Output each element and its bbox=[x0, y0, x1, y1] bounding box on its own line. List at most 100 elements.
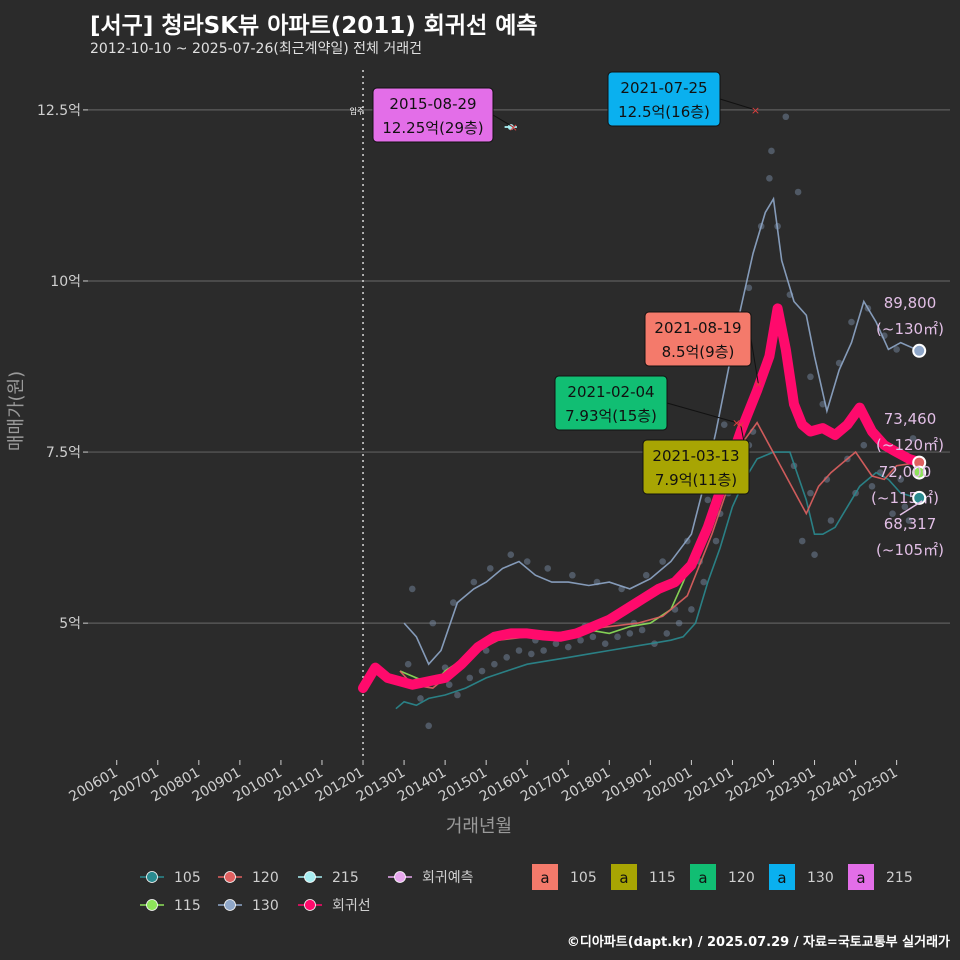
scatter-point bbox=[909, 435, 917, 442]
annotation-box bbox=[642, 439, 750, 495]
scatter-point bbox=[768, 147, 775, 155]
legend-line-label: 115 bbox=[174, 898, 201, 914]
annotation-leader bbox=[492, 114, 514, 128]
legend-box-key bbox=[848, 864, 874, 890]
legend-box-key bbox=[611, 864, 637, 890]
prediction-point bbox=[912, 343, 927, 358]
legend-box-glyph: a bbox=[777, 869, 786, 887]
prediction-leader bbox=[899, 500, 923, 516]
annotation-value: 8.5억(9층) bbox=[662, 343, 735, 361]
annotation-box bbox=[607, 71, 721, 127]
legend-box-label: 215 bbox=[886, 870, 913, 886]
annotation-date: 2015-08-29 bbox=[389, 95, 476, 113]
y-tick-label: 10억 bbox=[50, 274, 81, 290]
annotation-date: 2021-02-04 bbox=[567, 383, 654, 401]
scatter-point bbox=[638, 626, 646, 634]
legend-line-marker bbox=[224, 871, 236, 883]
credit-text: ©디아파트(dapt.kr) / 2025.07.29 / 자료=국토교통부 실… bbox=[566, 935, 950, 950]
scatter-point bbox=[659, 558, 666, 565]
regression-line bbox=[358, 303, 925, 694]
annotation-box bbox=[372, 87, 494, 143]
legend-line-label: 120 bbox=[252, 870, 279, 886]
grid-layer: 입주 bbox=[88, 70, 950, 760]
move-in-label: 입주 bbox=[350, 107, 365, 116]
scatter-point bbox=[552, 640, 560, 647]
scatter-point bbox=[848, 318, 855, 326]
legend-box-glyph: a bbox=[856, 869, 865, 887]
annotation-value: 12.25억(29층) bbox=[382, 119, 483, 137]
scatter-point bbox=[523, 558, 531, 565]
prediction-area: (~105㎡) bbox=[876, 541, 944, 559]
legend-box-label: 105 bbox=[570, 870, 597, 886]
annotation-leader bbox=[719, 98, 756, 111]
scatter-point bbox=[454, 691, 461, 699]
scatter-point bbox=[712, 537, 720, 545]
scatter-point bbox=[478, 667, 486, 675]
scatter-point bbox=[515, 647, 523, 654]
prediction-layer: 89,800 (~130㎡) 73,460 (~120㎡) 72,000 (~115㎡) 6… bbox=[871, 294, 944, 559]
chart-title: [서구] 청라SK뷰 아파트(2011) 회귀선 예측 bbox=[90, 13, 538, 39]
annotation-value: 7.93억(15층) bbox=[565, 407, 657, 425]
scatter-point bbox=[889, 510, 896, 517]
legend-box-glyph: a bbox=[698, 869, 707, 887]
legend-box-label: 130 bbox=[807, 870, 834, 886]
legend-box-key bbox=[769, 864, 795, 890]
prediction-price: 89,800 bbox=[884, 294, 937, 312]
scatter-point bbox=[905, 517, 913, 524]
x-axis-title: 거래년월 bbox=[446, 816, 512, 837]
annotation-date: 2021-08-19 bbox=[654, 319, 741, 337]
scatter-point bbox=[663, 630, 671, 637]
scatter-point bbox=[704, 496, 712, 504]
legend-line-marker bbox=[146, 871, 158, 883]
scatter-point bbox=[642, 571, 650, 579]
scatter-point bbox=[540, 647, 547, 654]
scatter-point bbox=[782, 113, 790, 121]
y-tick-label: 7.5억 bbox=[46, 445, 81, 461]
legend-box-label: 115 bbox=[649, 870, 676, 886]
scatter-point bbox=[564, 643, 572, 651]
scatter-point bbox=[868, 482, 876, 490]
scatter-point bbox=[893, 346, 900, 353]
scatter-point bbox=[860, 441, 868, 449]
series-point-215 bbox=[507, 124, 514, 131]
legend-box-glyph: a bbox=[619, 869, 628, 887]
scatter-point bbox=[528, 650, 535, 658]
annotation-date: 2021-03-13 bbox=[652, 447, 739, 465]
legend: 105 120 215 회귀예측 115 130 회귀선 a 105 a 115 a 120 a 130 a 2… bbox=[140, 864, 913, 914]
legend-box-label: 120 bbox=[728, 870, 755, 886]
scatter-point bbox=[408, 585, 416, 593]
annotation-leader bbox=[750, 338, 759, 384]
scatter-point bbox=[425, 722, 432, 730]
legend-line-label: 130 bbox=[252, 898, 279, 914]
annotation-box bbox=[554, 375, 668, 431]
prediction-price: 72,000 bbox=[879, 463, 932, 481]
regression-layer bbox=[358, 303, 925, 694]
legend-line-label: 215 bbox=[332, 870, 359, 886]
y-axis-title: 매매가(원) bbox=[6, 371, 27, 451]
scatter-point bbox=[429, 619, 437, 627]
legend-box-key bbox=[690, 864, 716, 890]
y-tick-label: 12.5억 bbox=[37, 103, 81, 119]
prediction-area: (~130㎡) bbox=[876, 320, 944, 338]
scatter-point bbox=[675, 619, 683, 627]
annotation-box bbox=[644, 311, 752, 367]
prediction-price: 73,460 bbox=[884, 410, 937, 428]
annotation-marker: × bbox=[509, 121, 518, 134]
scatter-point bbox=[450, 599, 457, 606]
annotation-marker: × bbox=[751, 104, 760, 117]
scatter-point bbox=[798, 537, 806, 545]
legend-line-label: 회귀예측 bbox=[422, 870, 474, 886]
scatter-point bbox=[491, 660, 498, 668]
scatter-point bbox=[466, 674, 474, 682]
legend-line-label: 회귀선 bbox=[332, 898, 371, 914]
annotation-marker: × bbox=[754, 378, 763, 391]
prediction-area: (~115㎡) bbox=[871, 489, 939, 507]
scatter-point bbox=[823, 476, 831, 483]
axes-layer: 5억7.5억10억12.5억20060120070120080120090120… bbox=[6, 103, 901, 837]
legend-box-glyph: a bbox=[540, 869, 549, 887]
scatter-point bbox=[897, 476, 905, 483]
scatter-point bbox=[544, 565, 552, 572]
annotations-layer: 2015-08-29 12.25억(29층) × 2021-07-25 12.5억(16… bbox=[372, 71, 763, 495]
scatter-point bbox=[827, 517, 835, 524]
